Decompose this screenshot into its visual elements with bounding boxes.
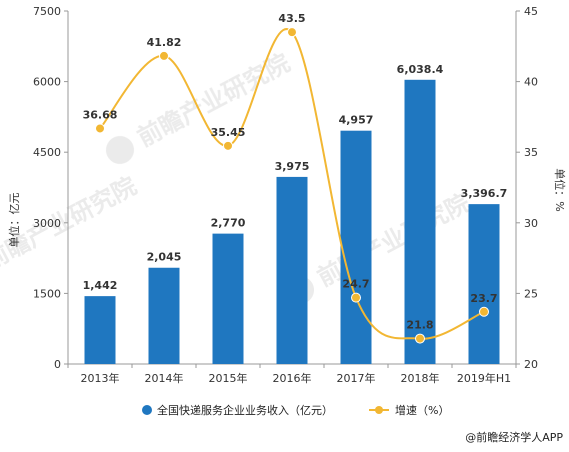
- right-tick-label: 25: [524, 287, 538, 300]
- growth-point: [479, 306, 489, 317]
- right-tick-label: 45: [524, 5, 538, 18]
- growth-point: [95, 123, 105, 134]
- x-tick-label: 2014年: [145, 371, 184, 385]
- growth-point: [415, 333, 425, 344]
- growth-point: [287, 27, 297, 38]
- right-tick-label: 30: [524, 217, 538, 230]
- watermark-text: 前瞻产业研究院: [0, 172, 141, 276]
- legend-bar-label: 全国快递服务企业业务收入（亿元）: [157, 403, 333, 417]
- x-tick-label: 2015年: [209, 371, 248, 385]
- bar-series: [84, 79, 500, 365]
- growth-point: [159, 50, 169, 61]
- watermark-logo-icon: [106, 136, 134, 164]
- x-tick-label: 2016年: [273, 371, 312, 385]
- bar-value-label: 2,045: [147, 251, 182, 264]
- bar: [340, 130, 372, 364]
- bar-value-label: 1,442: [83, 279, 118, 292]
- left-tick-label: 1500: [33, 287, 61, 300]
- right-axis-title: 单位：%: [553, 168, 567, 211]
- legend: 全国快递服务企业业务收入（亿元） 增速（%）: [142, 403, 449, 417]
- left-axis-title: 单位：亿元: [7, 193, 21, 248]
- left-tick-label: 4500: [33, 146, 61, 159]
- bar: [212, 233, 244, 364]
- bar: [276, 176, 308, 364]
- bar: [468, 204, 500, 364]
- x-tick-label: 2013年: [81, 371, 120, 385]
- growth-value-label: 23.7: [470, 292, 497, 305]
- line-series: [95, 27, 489, 344]
- watermark-text: 前瞻产业研究院: [313, 188, 474, 292]
- growth-value-label: 36.68: [83, 108, 118, 121]
- bar-value-label: 2,770: [211, 217, 246, 230]
- left-tick-label: 7500: [33, 5, 61, 18]
- axes: 0 1500 3000 4500 6000 7500 20 25 30 35 40 45 2013年 20…: [33, 5, 538, 385]
- left-tick-label: 3000: [33, 217, 61, 230]
- growth-value-label: 43.5: [278, 12, 305, 25]
- source-credit: @前瞻经济学人APP: [465, 430, 563, 444]
- legend-line-dot: [375, 406, 383, 414]
- growth-value-label: 24.7: [342, 278, 369, 291]
- bar: [148, 267, 180, 364]
- bar: [84, 296, 116, 364]
- right-tick-label: 40: [524, 76, 538, 89]
- x-tick-label: 2017年: [337, 371, 376, 385]
- growth-value-label: 35.45: [211, 126, 246, 139]
- data-labels: 1,442 2,045 2,770 3,975 4,957 6,038.4 3,396.7 3…: [83, 12, 508, 331]
- bar-value-label: 4,957: [339, 114, 374, 127]
- x-tick-label: 2019年H1: [457, 371, 511, 385]
- bar: [404, 79, 436, 365]
- growth-point: [351, 292, 361, 303]
- right-tick-label: 35: [524, 146, 538, 159]
- legend-bar-marker: [142, 405, 152, 415]
- right-tick-label: 20: [524, 358, 538, 371]
- left-tick-label: 6000: [33, 76, 61, 89]
- growth-value-label: 21.8: [406, 319, 433, 332]
- legend-line-label: 增速（%）: [395, 403, 449, 417]
- left-tick-label: 0: [54, 358, 61, 371]
- bar-value-label: 6,038.4: [397, 63, 444, 76]
- growth-value-label: 41.82: [147, 36, 182, 49]
- growth-point: [223, 140, 233, 151]
- x-tick-label: 2018年: [401, 371, 440, 385]
- bar-value-label: 3,975: [275, 160, 310, 173]
- bar-value-label: 3,396.7: [461, 187, 508, 200]
